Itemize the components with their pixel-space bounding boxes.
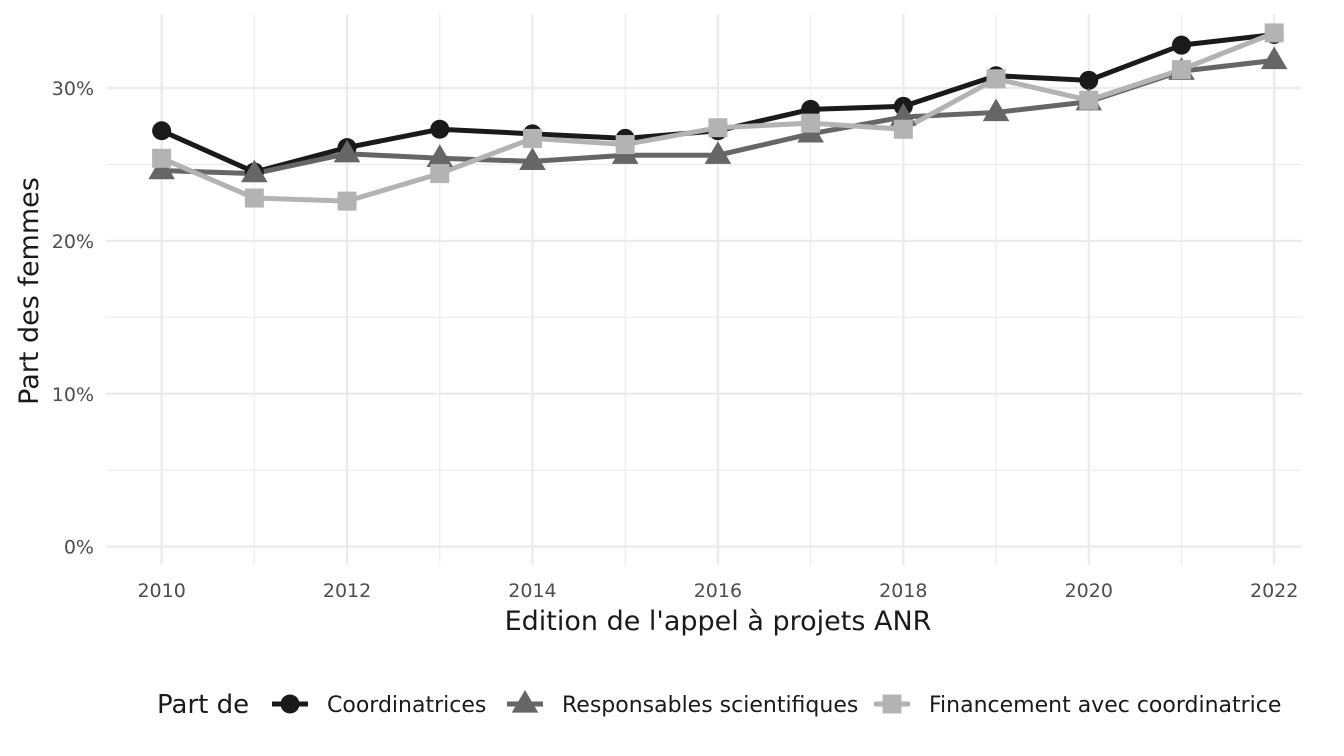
data-point-financement-avec-coordinatrice — [152, 148, 172, 168]
data-point-responsables-scientifiques — [241, 159, 268, 183]
data-point-financement-avec-coordinatrice — [337, 191, 357, 211]
y-tick-label: 0% — [64, 537, 94, 559]
data-point-financement-avec-coordinatrice — [1171, 60, 1191, 80]
data-point-financement-avec-coordinatrice — [615, 135, 635, 155]
legend-key-marker — [882, 694, 902, 714]
x-tick-label: 2016 — [694, 580, 742, 602]
data-point-coordinatrices — [1079, 70, 1099, 90]
x-tick-label: 2022 — [1250, 580, 1298, 602]
data-point-financement-avec-coordinatrice — [801, 113, 821, 133]
legend-key-marker — [280, 694, 300, 714]
data-point-financement-avec-coordinatrice — [986, 69, 1006, 89]
data-point-coordinatrices — [152, 121, 172, 141]
data-point-financement-avec-coordinatrice — [708, 118, 728, 138]
legend-item-responsables-scientifiques: Responsables scientifiques — [507, 690, 858, 718]
data-point-responsables-scientifiques — [982, 98, 1010, 122]
data-point-coordinatrices — [430, 119, 450, 139]
x-tick-label: 2018 — [879, 580, 927, 602]
y-tick-label: 10% — [52, 384, 94, 406]
data-point-responsables-scientifiques — [1260, 46, 1288, 70]
series-markers — [148, 23, 1288, 211]
data-point-coordinatrices — [1171, 35, 1191, 55]
legend: Part de Coordinatrices Responsables scien… — [157, 690, 1281, 720]
data-point-responsables-scientifiques — [704, 141, 732, 164]
data-point-responsables-scientifiques — [426, 144, 454, 167]
x-tick-label: 2014 — [508, 580, 556, 602]
y-axis-title: Part des femmes — [14, 177, 45, 405]
legend-label: Coordinatrices — [327, 693, 486, 718]
x-tick-label: 2020 — [1065, 580, 1113, 602]
data-point-responsables-scientifiques — [333, 139, 361, 163]
legend-key-marker — [511, 690, 539, 713]
data-point-financement-avec-coordinatrice — [522, 128, 542, 148]
legend-label: Responsables scientifiques — [562, 693, 858, 718]
data-point-financement-avec-coordinatrice — [1264, 23, 1284, 43]
axis-tick-labels: 0% 10% 20% 30% 2010 2012 2014 2016 2018 2020 2022 — [52, 78, 1299, 602]
data-point-financement-avec-coordinatrice — [893, 119, 913, 139]
y-tick-label: 20% — [52, 231, 94, 253]
legend-item-financement-avec-coordinatrice: Financement avec coordinatrice — [874, 693, 1281, 718]
data-point-financement-avec-coordinatrice — [1079, 90, 1099, 110]
grid-lines — [106, 14, 1302, 565]
x-tick-label: 2010 — [137, 580, 185, 602]
data-point-responsables-scientifiques — [148, 156, 175, 180]
data-point-financement-avec-coordinatrice — [244, 188, 264, 208]
x-tick-label: 2012 — [323, 580, 371, 602]
legend-title: Part de — [157, 690, 249, 720]
x-axis-title: Edition de l'appel à projets ANR — [505, 606, 932, 637]
data-point-responsables-scientifiques — [519, 147, 546, 171]
data-point-financement-avec-coordinatrice — [430, 164, 450, 184]
legend-item-coordinatrices: Coordinatrices — [272, 693, 486, 718]
y-tick-label: 30% — [52, 78, 94, 100]
legend-label: Financement avec coordinatrice — [929, 693, 1281, 718]
